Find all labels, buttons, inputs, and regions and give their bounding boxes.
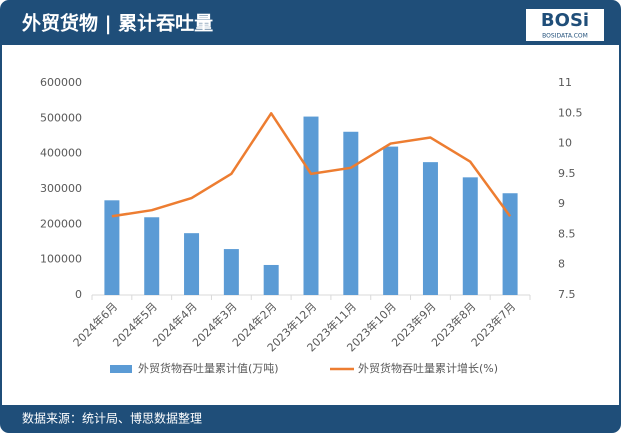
bar <box>383 146 399 295</box>
y-tick-label: 100000 <box>40 253 82 266</box>
y2-tick-label: 9 <box>558 197 565 210</box>
y-tick-label: 500000 <box>40 111 82 124</box>
y2-tick-label: 10.5 <box>558 106 583 119</box>
bar <box>184 233 200 295</box>
legend-label: 外贸货物吞吐量累计增长(%) <box>358 361 498 375</box>
logo-box <box>526 9 604 41</box>
y-tick-label: 0 <box>75 288 82 301</box>
header-bar <box>1 1 620 45</box>
chart-title: 外贸货物 | 累计吞吐量 <box>22 12 213 35</box>
y2-tick-label: 10 <box>558 137 572 150</box>
source-note: 数据来源：统计局、博思数据整理 <box>22 411 202 426</box>
bar <box>343 131 359 295</box>
y2-tick-label: 11 <box>558 76 572 89</box>
y-tick-label: 300000 <box>40 182 82 195</box>
bar <box>422 162 438 295</box>
logo-site: BOSIDATA.COM <box>542 33 588 40</box>
y2-tick-label: 9.5 <box>558 167 576 180</box>
y-tick-label: 600000 <box>40 76 82 89</box>
y-tick-label: 200000 <box>40 217 82 230</box>
legend-label: 外贸货物吞吐量累计值(万吨) <box>138 361 279 375</box>
y2-tick-label: 7.5 <box>558 288 576 301</box>
y2-tick-label: 8.5 <box>558 227 576 240</box>
bar <box>104 200 120 295</box>
footer-bar <box>1 405 620 432</box>
bar <box>223 249 239 295</box>
bar <box>144 217 160 295</box>
logo-brand: BOSi <box>541 10 589 31</box>
line <box>111 112 512 218</box>
legend-swatch <box>110 365 132 373</box>
y-tick-label: 400000 <box>40 147 82 160</box>
bar <box>263 264 279 295</box>
y2-tick-label: 8 <box>558 258 565 271</box>
bar <box>462 177 478 295</box>
bar <box>303 116 319 295</box>
bar <box>502 193 518 295</box>
